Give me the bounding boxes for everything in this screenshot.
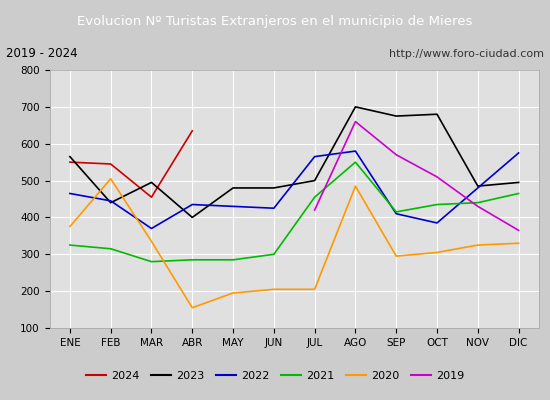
Text: Evolucion Nº Turistas Extranjeros en el municipio de Mieres: Evolucion Nº Turistas Extranjeros en el … — [78, 14, 472, 28]
Legend: 2024, 2023, 2022, 2021, 2020, 2019: 2024, 2023, 2022, 2021, 2020, 2019 — [81, 366, 469, 386]
Text: 2019 - 2024: 2019 - 2024 — [6, 47, 77, 60]
Text: http://www.foro-ciudad.com: http://www.foro-ciudad.com — [389, 49, 544, 59]
